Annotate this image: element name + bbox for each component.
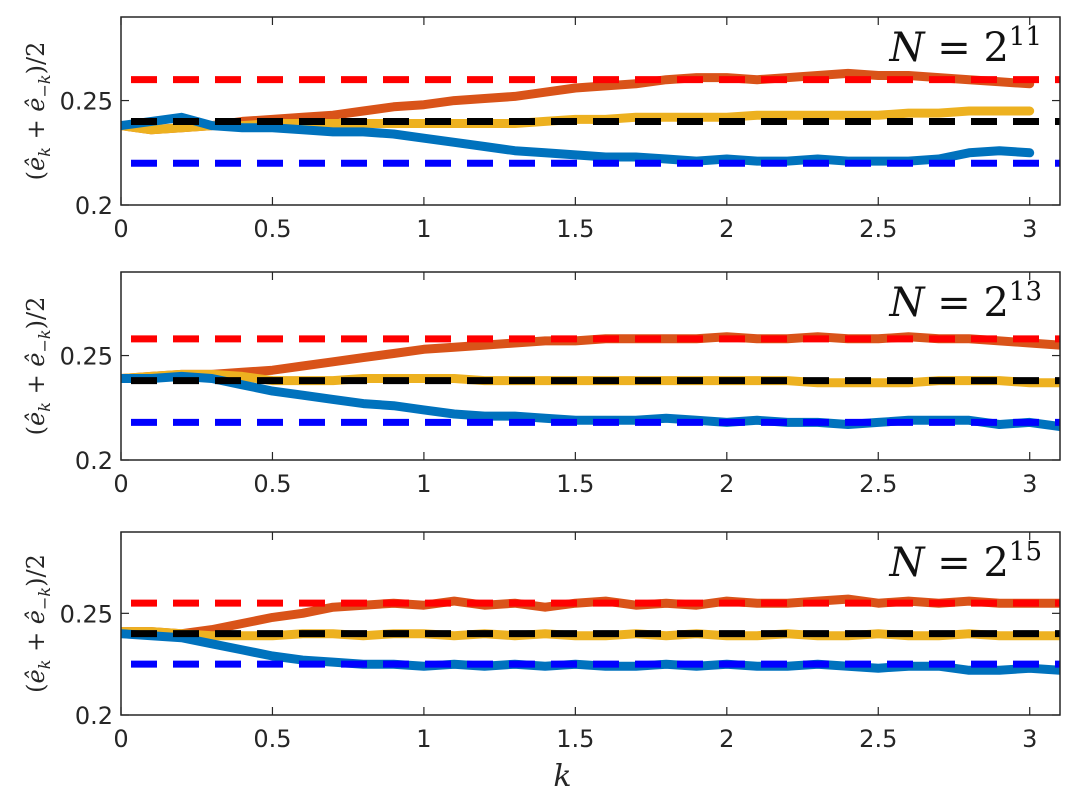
n-annotation: N = 211: [889, 22, 1043, 71]
x-tick-label: 0: [113, 215, 128, 243]
x-tick-label: 1.5: [556, 215, 594, 243]
y-axis-label: (êk + ê−k)/2: [22, 42, 54, 181]
x-tick-label: 1: [416, 725, 431, 753]
y-tick-label: 0.2: [75, 447, 113, 475]
axes-frame: [120, 271, 1061, 461]
y-axis-label: (êk + ê−k)/2: [22, 554, 54, 693]
plot-area: [121, 332, 1060, 432]
x-tick-label: 0: [113, 470, 128, 498]
x-tick-label: 2.5: [859, 215, 897, 243]
series-line-blue: [121, 112, 1035, 166]
x-tick-label: 0.5: [253, 215, 291, 243]
y-tick-label: 0.2: [75, 702, 113, 730]
plot-background: [121, 532, 1060, 715]
axes-frame: [120, 531, 1061, 716]
x-tick-label: 0: [113, 725, 128, 753]
x-tick-label: 3: [1022, 470, 1037, 498]
x-tick-label: 2.5: [859, 470, 897, 498]
panel-3: 0 0.5 1 1.5 2 2.5 3 0.2 0.25(êk + ê−k)/2 N = 215 k: [22, 531, 1061, 794]
x-tick-label: 1.5: [556, 470, 594, 498]
x-axis-label: k: [553, 759, 571, 794]
x-tick-label: 2: [719, 215, 734, 243]
y-tick-label: 0.25: [60, 343, 113, 371]
x-tick-label: 2: [719, 470, 734, 498]
y-tick-label: 0.25: [60, 600, 113, 628]
y-tick-label: 0.2: [75, 192, 113, 220]
plot-area: [121, 594, 1060, 675]
n-annotation: N = 213: [889, 277, 1043, 326]
x-tick-label: 1: [416, 215, 431, 243]
x-tick-label: 1.5: [556, 725, 594, 753]
plot-area: [121, 68, 1060, 167]
axes-frame: [120, 16, 1061, 206]
x-tick-label: 1: [416, 470, 431, 498]
n-annotation: N = 215: [889, 537, 1043, 586]
x-tick-label: 3: [1022, 725, 1037, 753]
x-tick-label: 2.5: [859, 725, 897, 753]
x-tick-label: 0.5: [253, 725, 291, 753]
y-tick-label: 0.25: [60, 88, 113, 116]
y-axis-label: (êk + ê−k)/2: [22, 297, 54, 436]
x-tick-label: 2: [719, 725, 734, 753]
panel-2: 0 0.5 1 1.5 2 2.5 3 0.2 0.25(êk + ê−k)/2 N = 213: [22, 271, 1061, 498]
x-tick-label: 0.5: [253, 470, 291, 498]
panel-1: 0 0.5 1 1.5 2 2.5 3 0.2 0.25(êk + ê−k)/2 N = 211: [22, 16, 1061, 243]
x-tick-label: 3: [1022, 215, 1037, 243]
